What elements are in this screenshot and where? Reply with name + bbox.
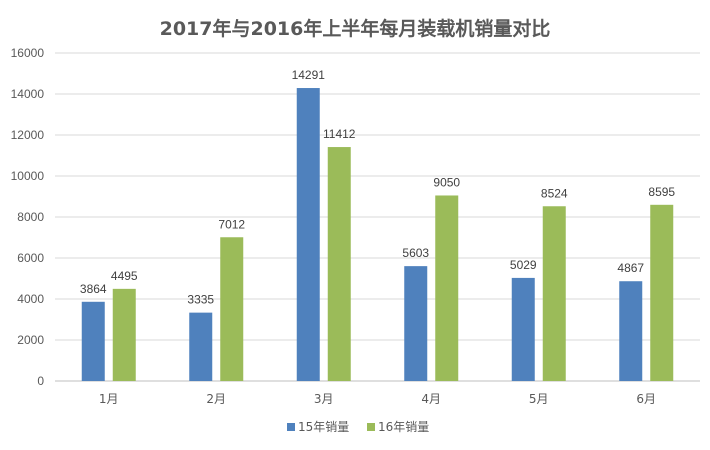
data-label: 3335 [187, 293, 214, 307]
data-label: 7012 [218, 217, 245, 231]
y-tick-label: 0 [37, 374, 44, 388]
bar-series1 [511, 277, 535, 381]
x-category-label: 2月 [206, 392, 226, 406]
x-category-label: 5月 [529, 392, 549, 406]
legend-label: 15年销量 [298, 420, 349, 434]
bar-series1 [296, 88, 320, 382]
bar-series2 [112, 288, 136, 381]
data-label: 3864 [80, 282, 107, 296]
x-category-label: 3月 [314, 392, 334, 406]
legend: 15年销量 16年销量 [287, 420, 429, 434]
data-label: 9050 [433, 175, 460, 189]
y-tick-label: 16000 [11, 46, 45, 60]
y-tick-label: 2000 [17, 333, 44, 347]
bar-series2 [650, 204, 674, 381]
x-category-label: 1月 [99, 392, 119, 406]
x-category-label: 6月 [636, 392, 656, 406]
x-axis-categories: 1月 2月 3月 4月 5月 6月 [99, 392, 656, 406]
bar-series2 [542, 206, 566, 381]
legend-item: 15年销量 [287, 420, 349, 434]
data-label: 14291 [292, 68, 326, 82]
y-tick-label: 14000 [11, 87, 45, 101]
data-label: 4867 [617, 261, 644, 275]
data-label: 11412 [323, 127, 356, 141]
legend-label: 16年销量 [378, 420, 429, 434]
bars [81, 88, 674, 382]
data-label: 5603 [402, 246, 429, 260]
x-category-label: 4月 [421, 392, 441, 406]
y-tick-label: 10000 [11, 169, 45, 183]
data-label: 5029 [510, 258, 537, 272]
legend-swatch [287, 423, 295, 431]
bar-series2 [327, 147, 351, 381]
y-axis-ticks: 0 2000 4000 6000 8000 10000 12000 14000 16000 [11, 46, 45, 388]
bar-series2 [220, 237, 244, 381]
legend-swatch [367, 423, 375, 431]
data-label: 8595 [648, 185, 675, 199]
bar-series1 [189, 312, 213, 381]
bar-series1 [404, 266, 428, 381]
bar-series2 [435, 195, 459, 381]
y-tick-label: 8000 [17, 210, 44, 224]
chart-title: 2017年与2016年上半年每月装载机销量对比 [159, 18, 551, 40]
bar-series1 [81, 301, 105, 381]
y-tick-label: 6000 [17, 251, 44, 265]
gridlines [55, 52, 700, 382]
data-label: 8524 [541, 186, 568, 200]
data-labels: 3864 4495 3335 7012 14291 11412 5603 9050 5029 85… [80, 68, 676, 307]
legend-item: 16年销量 [367, 420, 429, 434]
bar-series1 [619, 281, 643, 381]
y-tick-label: 12000 [11, 128, 45, 142]
data-label: 4495 [111, 269, 138, 283]
y-tick-label: 4000 [17, 292, 44, 306]
